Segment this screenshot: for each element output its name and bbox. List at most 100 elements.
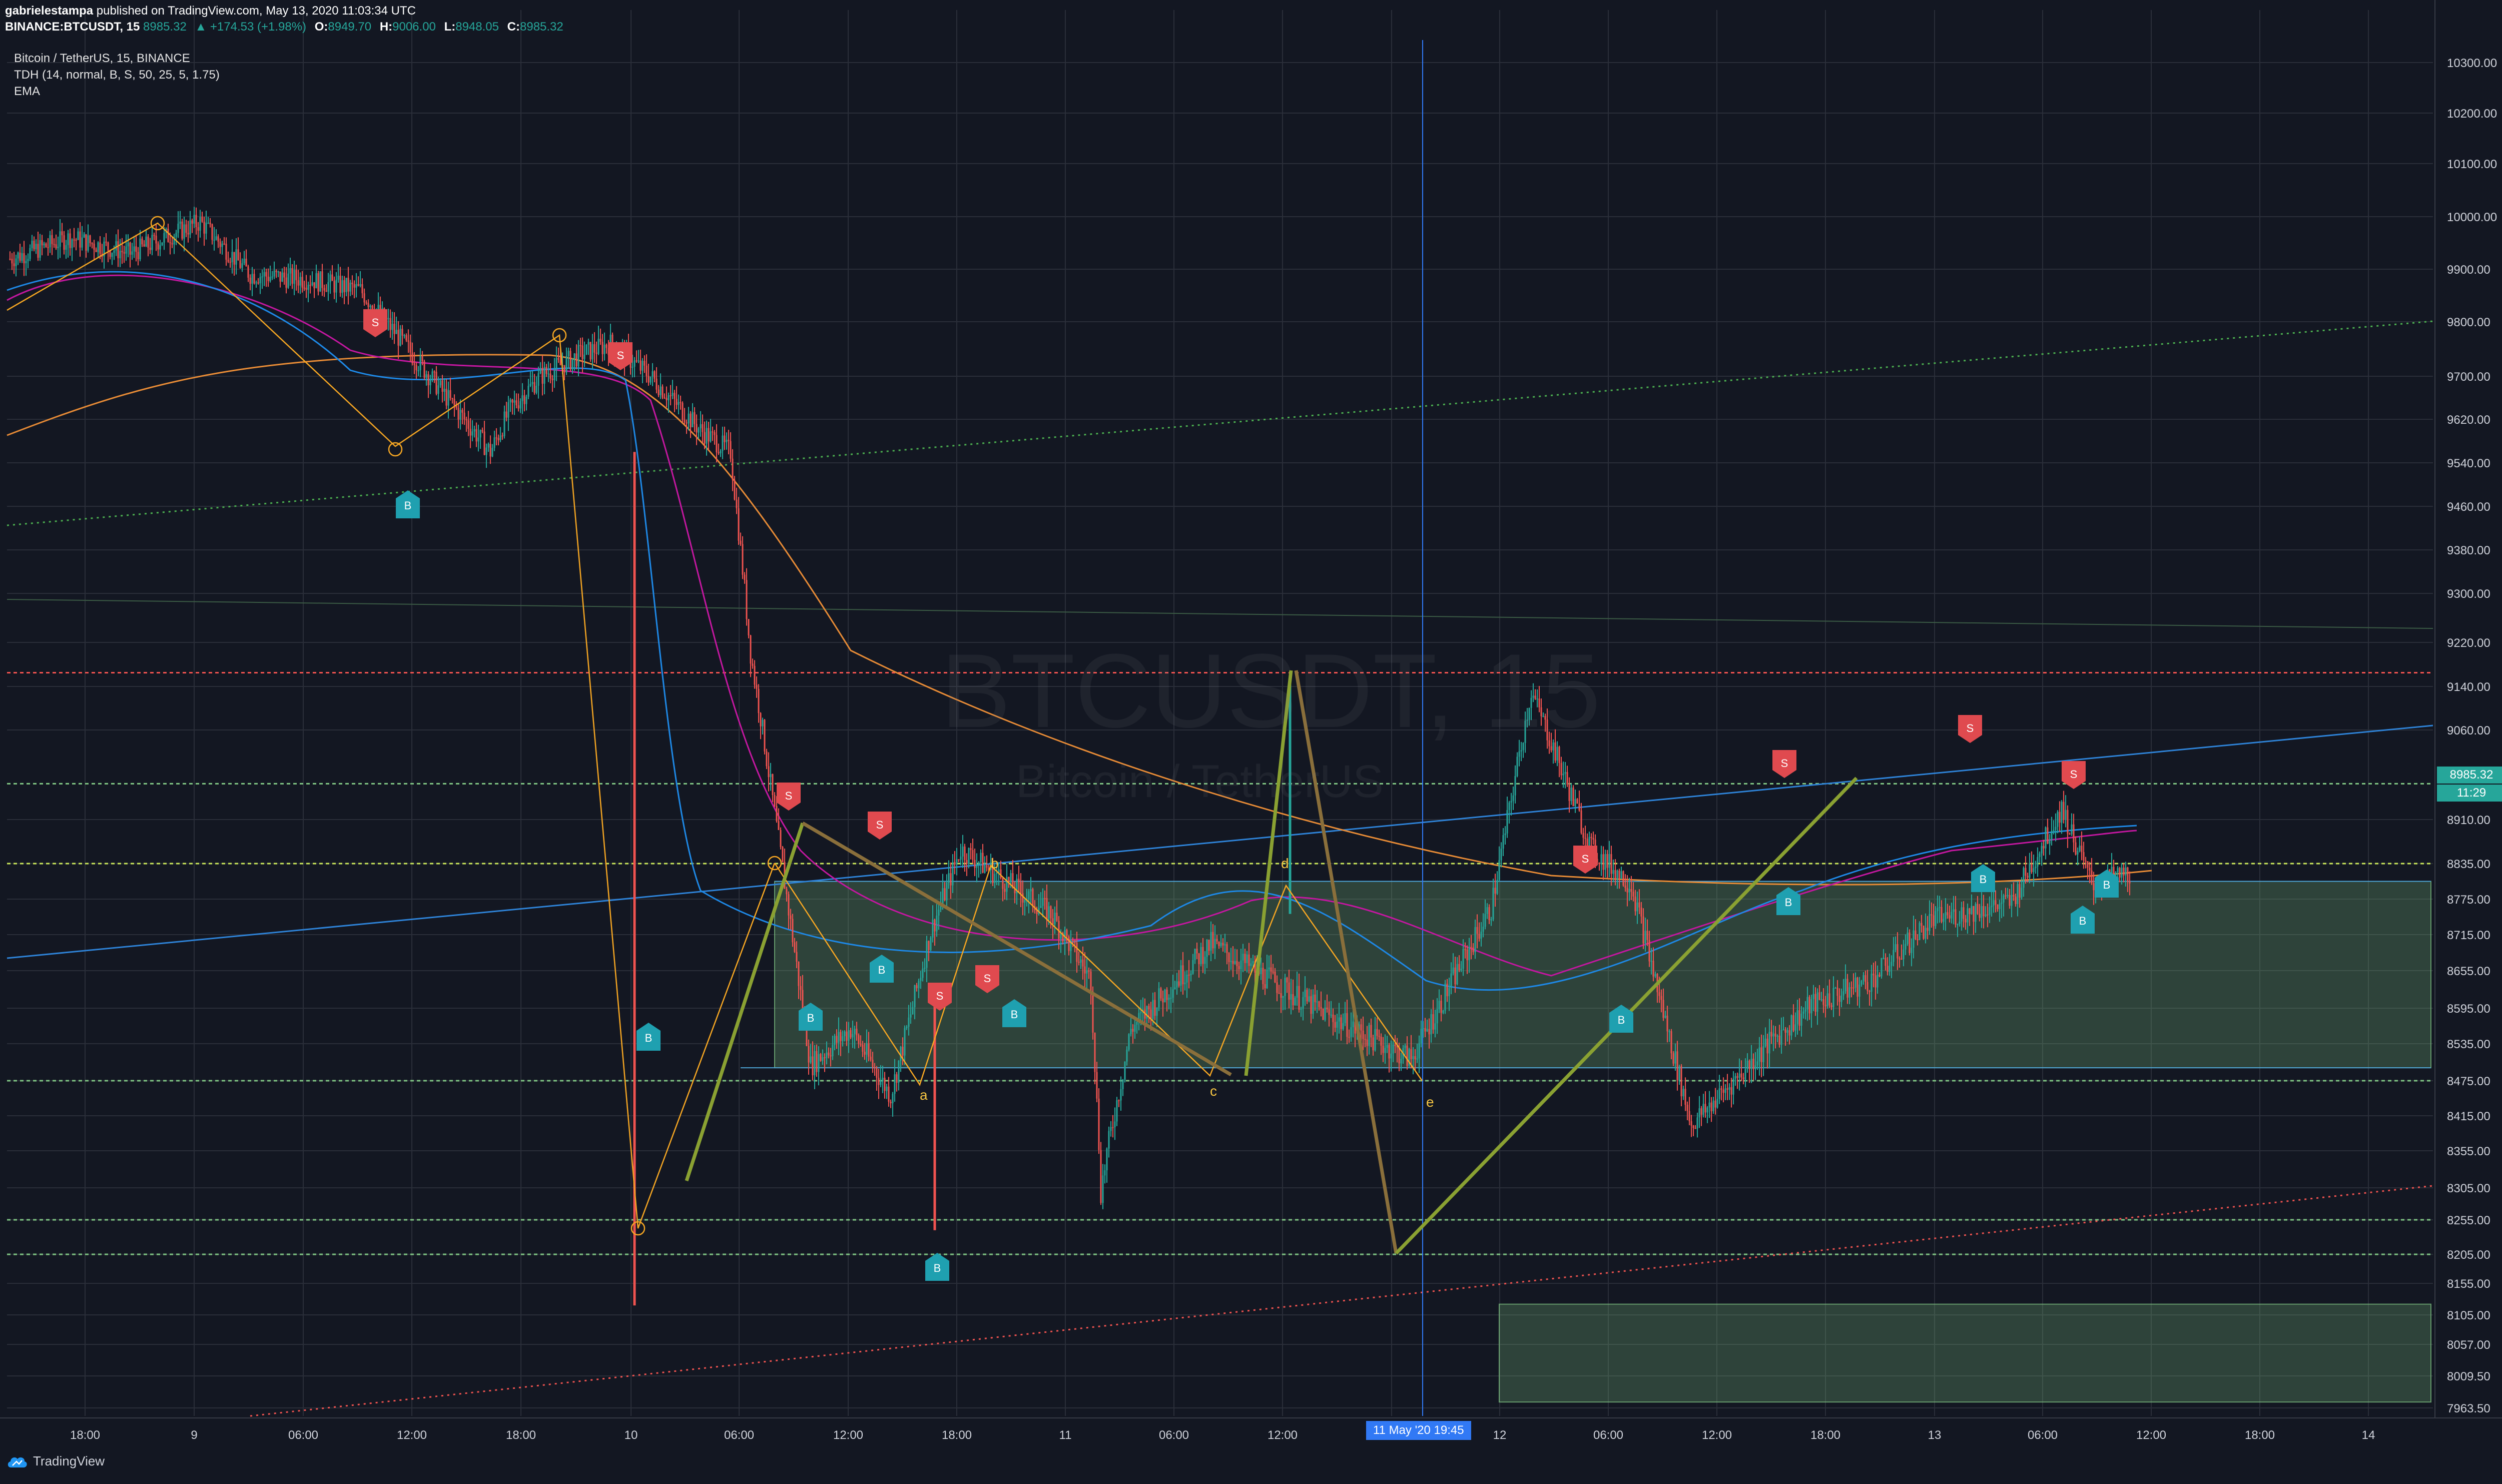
- buy-signal-marker: B: [1609, 1005, 1633, 1033]
- candle-body: [2027, 876, 2029, 878]
- legend-indicator-ema[interactable]: EMA: [14, 85, 41, 98]
- candle-body: [1472, 947, 1474, 953]
- candle-body: [129, 242, 131, 255]
- candle-body: [2083, 852, 2085, 861]
- candle-body: [1108, 1131, 1110, 1149]
- tradingview-logo[interactable]: TradingView: [6, 1453, 105, 1469]
- candle-body: [429, 380, 431, 386]
- candle-body: [1438, 1001, 1440, 1010]
- candle-body: [1086, 970, 1088, 974]
- candle-body: [638, 360, 640, 362]
- candle-body: [317, 273, 319, 292]
- candle-body: [2031, 864, 2033, 872]
- candle-body: [1342, 1023, 1344, 1029]
- candle-body: [2037, 857, 2039, 867]
- candle-body: [41, 240, 43, 246]
- candle-body: [301, 277, 303, 288]
- candle-body: [2013, 895, 2015, 897]
- candle-body: [742, 544, 744, 575]
- candle-body: [1244, 954, 1246, 963]
- candle-body: [2121, 868, 2123, 878]
- candle-body: [65, 245, 67, 250]
- author-name[interactable]: gabrielestampa: [5, 4, 94, 18]
- candle-body: [399, 329, 401, 346]
- candle-body: [493, 437, 495, 448]
- candle-body: [509, 399, 511, 403]
- legend-symbol[interactable]: Bitcoin / TetherUS, 15, BINANCE: [14, 52, 190, 65]
- candle-body: [423, 361, 425, 378]
- price-axis[interactable]: 10300.00 10200.00 10100.00 10000.00 9900.00 9…: [2447, 57, 2497, 1415]
- price-tick-label: 8255.00: [2447, 1214, 2490, 1227]
- candle-body: [1368, 1025, 1370, 1046]
- candle-body: [1708, 1102, 1710, 1108]
- candle-body: [173, 237, 175, 245]
- candle-body: [1288, 982, 1290, 1000]
- candle-body: [1016, 879, 1018, 894]
- candle-body: [974, 860, 976, 868]
- candle-body: [1666, 1015, 1668, 1032]
- candle-body: [33, 241, 35, 250]
- candle-body: [201, 217, 203, 222]
- candle-body: [199, 217, 201, 231]
- candle-body: [543, 367, 545, 384]
- candle-body: [361, 284, 363, 294]
- candle-body: [934, 919, 936, 932]
- candle-body: [966, 860, 968, 864]
- candle-body: [149, 247, 151, 250]
- time-tick-label: 12:00: [2136, 1428, 2166, 1442]
- candle-body: [197, 227, 199, 231]
- candle-body: [1150, 1009, 1152, 1019]
- candle-body: [1182, 965, 1184, 985]
- candle-body: [1660, 996, 1662, 1000]
- candle-body: [353, 284, 355, 288]
- price-tick-label: 9380.00: [2447, 544, 2490, 557]
- candle-body: [1568, 784, 1570, 801]
- candle-body: [1953, 909, 1955, 912]
- marker-letter: B: [1785, 896, 1792, 909]
- candle-body: [1052, 918, 1054, 925]
- candle-body: [942, 888, 944, 904]
- legend-indicator-tdh[interactable]: TDH (14, normal, B, S, 50, 25, 5, 1.75): [14, 68, 220, 82]
- candle-body: [2053, 830, 2055, 832]
- candle-body: [99, 242, 101, 254]
- candle-body: [315, 273, 317, 289]
- candle-body: [491, 448, 493, 457]
- wave-label-d: d: [1281, 856, 1289, 871]
- marker-letter: S: [876, 819, 884, 831]
- candle-body: [501, 435, 503, 437]
- candle-body: [1726, 1088, 1728, 1090]
- candle-body: [1756, 1061, 1758, 1066]
- trend-lines: [7, 40, 2433, 1417]
- candle-body: [1374, 1029, 1376, 1051]
- candle-body: [247, 266, 249, 278]
- candle-body: [1993, 900, 1995, 906]
- candle-body: [1905, 944, 1907, 950]
- candle-body: [1400, 1059, 1402, 1064]
- candle-body: [89, 235, 91, 243]
- candle-body: [287, 273, 289, 288]
- sell-marker-shape: [975, 965, 999, 993]
- candle-body: [1226, 944, 1228, 953]
- candle-body: [533, 382, 535, 393]
- candle-body: [2127, 867, 2129, 882]
- candle-body: [1162, 998, 1164, 1003]
- candle-body: [407, 340, 409, 342]
- candle-body: [1132, 1029, 1134, 1032]
- candle-body: [1192, 960, 1194, 974]
- candle-body: [1808, 997, 1810, 1014]
- candle-body: [674, 393, 676, 399]
- candle-body: [79, 231, 81, 248]
- candle-body: [329, 274, 331, 282]
- marker-letter: B: [878, 964, 886, 976]
- candle-body: [1917, 939, 1919, 941]
- candle-body: [1736, 1076, 1738, 1078]
- candle-body: [1102, 1175, 1104, 1203]
- candle-body: [1148, 1006, 1150, 1010]
- time-axis[interactable]: 18:00 9 06:00 12:00 18:00 10 06:00 12:00 18:00 11…: [70, 1428, 2375, 1442]
- candle-body: [1985, 914, 1987, 917]
- marker-letter: S: [617, 349, 624, 362]
- candle-body: [1824, 1005, 1826, 1007]
- candle-body: [341, 280, 343, 293]
